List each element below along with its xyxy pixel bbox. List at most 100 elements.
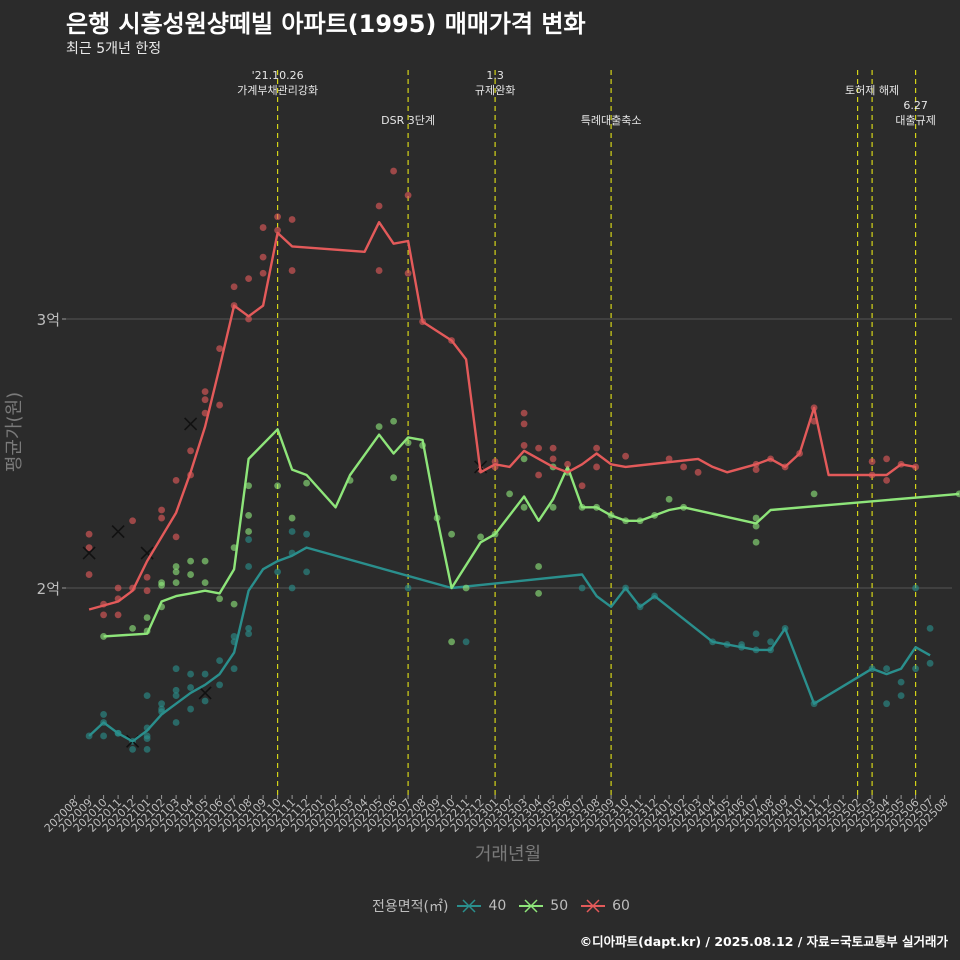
- legend-key-50-icon: [519, 899, 544, 913]
- legend-key-40-icon: [457, 899, 482, 913]
- data-point: [85, 544, 93, 552]
- data-point: [172, 692, 180, 699]
- legend-item-50: 50: [518, 896, 568, 916]
- series-line: [88, 221, 916, 611]
- data-point: [752, 514, 760, 522]
- data-point: [912, 665, 919, 673]
- data-point: [245, 275, 253, 283]
- data-point: [622, 452, 629, 460]
- series-line: [103, 428, 960, 638]
- data-point: [143, 746, 151, 753]
- data-point: [520, 409, 528, 417]
- legend-label-40: 40: [488, 898, 507, 914]
- data-point: [288, 216, 296, 223]
- data-point: [172, 533, 180, 541]
- data-point: [245, 315, 253, 323]
- y-tick-label: 2억: [37, 580, 60, 598]
- axes: 2억3억202008202009202010202011202012202101…: [37, 311, 951, 835]
- data-point: [549, 455, 557, 463]
- series-line: [88, 546, 931, 743]
- data-point: [535, 563, 542, 570]
- data-point: [404, 269, 412, 277]
- data-point: [912, 463, 919, 471]
- legend-key-60-icon: [581, 899, 606, 913]
- data-point: [303, 568, 310, 576]
- event-label: 특례대출축소: [581, 114, 642, 127]
- data-point: [665, 495, 673, 503]
- data-point: [230, 283, 238, 291]
- data-point: [259, 269, 267, 277]
- data-point: [100, 633, 107, 640]
- data-point: [143, 732, 151, 740]
- data-point: [288, 528, 296, 535]
- data-point: [216, 681, 224, 689]
- data-point: [520, 455, 528, 463]
- data-point: [288, 584, 296, 592]
- series-50: [100, 417, 960, 646]
- data-point: [274, 568, 281, 576]
- outlier-marker: [198, 686, 212, 700]
- data-point: [897, 692, 905, 699]
- data-point: [245, 536, 253, 543]
- data-point: [245, 511, 253, 519]
- data-point: [549, 503, 557, 511]
- data-point: [274, 226, 281, 234]
- data-point: [201, 670, 209, 678]
- data-point: [926, 624, 934, 632]
- data-point: [187, 571, 195, 578]
- data-point: [477, 533, 484, 541]
- data-point: [201, 396, 209, 404]
- data-point: [172, 563, 180, 570]
- data-point: [230, 633, 238, 640]
- data-point: [187, 670, 195, 678]
- data-point: [216, 401, 224, 409]
- data-point: [578, 482, 586, 490]
- data-point: [535, 589, 542, 597]
- legend-item-40: 40: [456, 896, 506, 916]
- data-point: [187, 684, 195, 691]
- data-point: [158, 700, 166, 708]
- series-60: [82, 167, 919, 619]
- data-point: [100, 732, 107, 740]
- data-point: [129, 517, 137, 525]
- data-point: [172, 719, 180, 726]
- data-point: [462, 584, 470, 592]
- outlier-marker: [82, 546, 96, 560]
- data-point: [448, 638, 455, 646]
- data-point: [303, 479, 310, 487]
- data-point: [158, 506, 166, 514]
- source-caption: ©디아파트(dapt.kr) / 2025.08.12 / 자료=국토교통부 실…: [579, 934, 948, 949]
- data-point: [114, 611, 122, 619]
- data-point: [404, 191, 412, 199]
- data-point: [752, 522, 760, 530]
- data-point: [187, 447, 195, 455]
- data-point: [912, 584, 919, 592]
- data-point: [245, 482, 253, 490]
- data-point: [926, 659, 934, 667]
- legend-title: 전용면적(㎡): [372, 899, 449, 915]
- data-point: [201, 579, 209, 587]
- outlier-marker: [111, 524, 125, 539]
- legend-label-50: 50: [550, 898, 569, 914]
- legend-item-60: 60: [580, 896, 630, 916]
- series-layer: [82, 167, 960, 753]
- data-point: [564, 460, 571, 468]
- event-label: '21.10.26 가계부채관리강화: [237, 69, 318, 97]
- data-point: [288, 514, 296, 522]
- chart-title: 은행 시흥성원샹떼빌 아파트(1995) 매매가격 변화: [66, 10, 586, 38]
- data-point: [549, 444, 557, 452]
- data-point: [187, 705, 195, 713]
- outlier-marker: [184, 417, 198, 431]
- data-point: [201, 557, 209, 565]
- event-label: 토허제 해제: [845, 83, 899, 97]
- data-point: [390, 167, 397, 175]
- event-label: 1.3 규제완화: [475, 69, 515, 97]
- data-point: [897, 678, 905, 686]
- data-point: [216, 345, 224, 352]
- data-point: [883, 477, 890, 484]
- data-point: [810, 490, 818, 498]
- data-point: [390, 417, 397, 425]
- outlier-marker: [140, 546, 154, 560]
